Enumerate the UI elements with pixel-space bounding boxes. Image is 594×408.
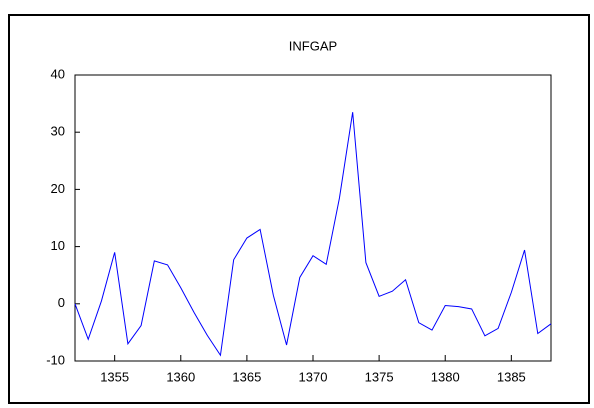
x-tick-label: 1370 [299, 369, 328, 384]
x-tick-label: 1380 [431, 369, 460, 384]
y-tick-label: 0 [58, 295, 65, 310]
y-tick-label: -10 [46, 352, 65, 367]
data-line [74, 112, 552, 357]
x-tick-label: 1360 [166, 369, 195, 384]
y-tick-label: 10 [51, 238, 65, 253]
x-tick-label: 1385 [497, 369, 526, 384]
x-tick-label: 1355 [100, 369, 129, 384]
chart-title: INFGAP [289, 38, 337, 53]
y-tick-label: 30 [51, 124, 65, 139]
y-tick-label: 40 [51, 66, 65, 81]
x-tick-label: 1365 [232, 369, 261, 384]
x-tick-label: 1375 [365, 369, 394, 384]
chart-frame [8, 14, 590, 404]
y-tick-label: 20 [51, 181, 65, 196]
